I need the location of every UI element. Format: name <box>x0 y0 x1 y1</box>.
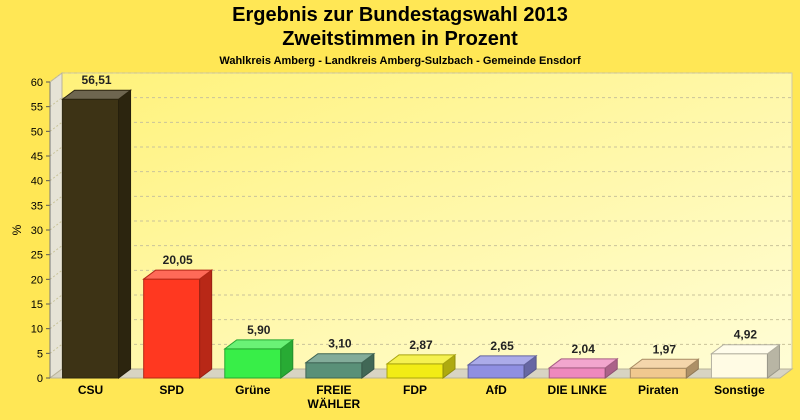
bar-freie-wähler <box>304 352 376 379</box>
y-tick-label: 30 <box>31 225 43 237</box>
y-tick-label: 60 <box>31 77 43 89</box>
bar-afd <box>466 354 538 379</box>
gridline-side <box>49 343 63 354</box>
x-tick-label: DIE LINKE <box>548 383 607 397</box>
y-tick-label: 25 <box>31 250 43 262</box>
bar-front <box>710 353 768 379</box>
bar-die-linke <box>547 357 619 379</box>
gridline-side <box>49 121 63 132</box>
chart-caption: Wahlkreis Amberg - Landkreis Amberg-Sulz… <box>219 55 581 67</box>
bar-top <box>385 354 457 365</box>
x-tick-label: Grüne <box>235 383 271 397</box>
y-tick-label: 55 <box>31 102 43 114</box>
y-tick-label: 35 <box>31 200 43 212</box>
gridline-side <box>49 294 63 305</box>
bar-spd <box>142 269 214 379</box>
x-tick-label: CSU <box>78 383 103 397</box>
bar-front <box>143 278 201 379</box>
x-tick-label: FREIE <box>316 383 351 397</box>
y-tick-label: 20 <box>31 274 43 286</box>
bar-top <box>61 89 133 100</box>
bar-piraten <box>628 358 700 379</box>
bar-side <box>118 89 132 379</box>
bar-top <box>466 355 538 366</box>
gridline-side <box>49 269 63 280</box>
y-tick-label: 10 <box>31 324 43 336</box>
bar-value-label: 2,04 <box>572 342 596 356</box>
y-tick-label: 15 <box>31 299 43 311</box>
bar-front <box>467 364 525 379</box>
bar-grüne <box>223 338 295 379</box>
y-tick-label: 50 <box>31 126 43 138</box>
x-tick-label: Piraten <box>638 383 679 397</box>
bar-value-label: 5,90 <box>247 323 271 337</box>
bar-front <box>548 367 606 379</box>
bar-top <box>223 339 295 350</box>
bar-top <box>547 358 619 369</box>
bar-side <box>199 269 213 379</box>
bar-value-label: 1,97 <box>653 342 677 356</box>
bar-front <box>62 98 120 379</box>
x-tick-label: WÄHLER <box>308 396 361 411</box>
bar-front <box>305 362 363 379</box>
gridline-side <box>49 245 63 256</box>
gridline-side <box>49 97 63 108</box>
bar-top <box>709 344 781 355</box>
gridline-side <box>49 319 63 330</box>
plot-side-wall <box>49 72 63 379</box>
bar-value-label: 3,10 <box>328 337 352 351</box>
gridline-side <box>49 72 63 83</box>
bar-top <box>628 358 700 369</box>
chart-title: Ergebnis zur Bundestagswahl 2013 <box>232 4 568 26</box>
bar-csu <box>61 89 133 379</box>
x-tick-label: AfD <box>485 383 507 397</box>
y-tick-label: 45 <box>31 151 43 163</box>
gridline-side <box>49 195 63 206</box>
x-tick-label: FDP <box>403 383 427 397</box>
bar-value-label: 20,05 <box>163 253 193 267</box>
x-tick-label: Sonstige <box>714 383 765 397</box>
y-tick-label: 5 <box>37 348 43 360</box>
x-tick-label: SPD <box>159 383 184 397</box>
bar-sonstige <box>709 343 781 379</box>
chart-subtitle: Zweitstimmen in Prozent <box>282 28 518 50</box>
bar-front <box>629 367 687 379</box>
bar-top <box>142 269 214 280</box>
bar-value-label: 4,92 <box>734 328 758 342</box>
gridline-side <box>49 220 63 231</box>
bar-fdp <box>385 353 457 379</box>
bar-value-label: 2,65 <box>490 339 514 353</box>
bar-top <box>304 353 376 364</box>
y-tick-label: 0 <box>37 373 43 385</box>
bar-front <box>224 348 282 379</box>
gridline-side <box>49 171 63 182</box>
bar-front <box>386 363 444 379</box>
bar-value-label: 56,51 <box>82 73 112 87</box>
bar-value-label: 2,87 <box>409 338 433 352</box>
y-tick-label: 40 <box>31 176 43 188</box>
y-axis-label: % <box>10 224 24 235</box>
gridline-side <box>49 146 63 157</box>
